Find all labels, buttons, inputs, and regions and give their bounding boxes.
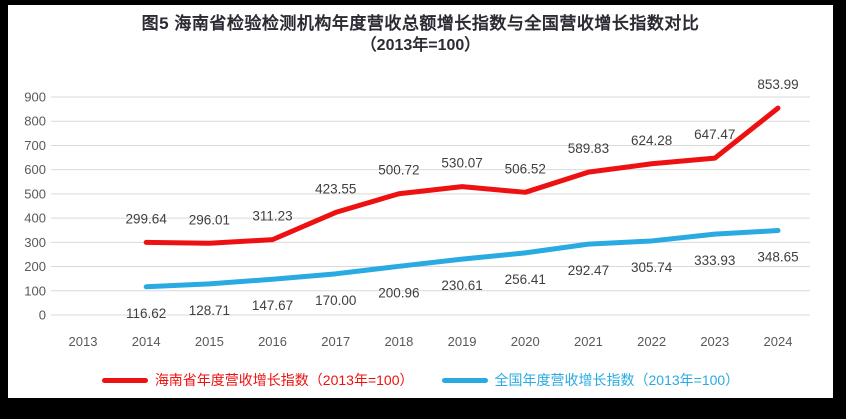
legend-label: 海南省年度营收增长指数（2013年=100） <box>154 372 414 388</box>
hainan-data-label: 530.07 <box>441 156 482 171</box>
hainan-data-label: 299.64 <box>126 211 168 226</box>
national-data-label: 230.61 <box>441 278 482 293</box>
x-tick-label: 2024 <box>764 334 793 349</box>
national-data-label: 348.65 <box>757 250 798 265</box>
chart-title-line1: 图5 海南省检验检测机构年度营收总额增长指数与全国营收增长指数对比 <box>141 14 700 33</box>
national-data-label: 292.47 <box>568 263 609 278</box>
hainan-series-line <box>143 105 781 246</box>
hainan-data-label: 296.01 <box>189 212 230 227</box>
legend-line-swatch <box>101 377 148 383</box>
y-tick-label: 200 <box>24 259 46 274</box>
chart-title: 图5 海南省检验检测机构年度营收总额增长指数与全国营收增长指数对比 （2013年… <box>8 12 833 56</box>
x-tick-label: 2013 <box>69 334 98 349</box>
x-tick-label: 2016 <box>258 334 287 349</box>
legend-item: 海南省年度营收增长指数（2013年=100） <box>101 371 414 389</box>
national-data-label: 128.71 <box>189 303 230 318</box>
x-tick-label: 2015 <box>195 334 224 349</box>
x-tick-label: 2023 <box>700 334 729 349</box>
hainan-data-label: 589.83 <box>568 141 609 156</box>
chart-legend: 海南省年度营收增长指数（2013年=100） 全国年度营收增长指数（2013年=… <box>8 371 833 389</box>
national-data-label: 256.41 <box>505 272 546 287</box>
y-tick-label: 900 <box>24 90 46 105</box>
chart-title-line2: （2013年=100） <box>360 37 481 54</box>
legend-label: 全国年度营收增长指数（2013年=100） <box>494 372 740 388</box>
legend-item: 全国年度营收增长指数（2013年=100） <box>441 371 740 389</box>
y-tick-label: 600 <box>24 162 46 177</box>
x-tick-label: 2017 <box>321 334 350 349</box>
y-tick-label: 400 <box>24 211 46 226</box>
national-data-label: 200.96 <box>378 285 419 300</box>
hainan-data-label: 853.99 <box>757 77 798 92</box>
y-tick-label: 700 <box>24 138 46 153</box>
legend-line-swatch <box>441 377 488 383</box>
y-tick-label: 100 <box>24 283 46 298</box>
x-tick-label: 2014 <box>132 334 161 349</box>
national-data-label: 305.74 <box>631 260 673 275</box>
hainan-data-label: 311.23 <box>252 209 292 224</box>
hainan-data-label: 624.28 <box>631 133 672 148</box>
y-tick-label: 300 <box>24 235 46 250</box>
x-tick-label: 2021 <box>574 334 603 349</box>
hainan-data-label: 506.52 <box>505 161 546 176</box>
hainan-data-label: 423.55 <box>315 181 356 196</box>
national-data-label: 147.67 <box>252 298 293 313</box>
national-series-line <box>143 228 781 290</box>
y-tick-label: 0 <box>39 308 46 323</box>
chart-panel <box>8 5 833 398</box>
y-tick-label: 500 <box>24 186 46 201</box>
national-data-label: 333.93 <box>694 253 735 268</box>
national-data-label: 116.62 <box>126 306 166 321</box>
national-data-label: 170.00 <box>315 293 356 308</box>
x-tick-label: 2022 <box>637 334 666 349</box>
x-tick-label: 2020 <box>511 334 540 349</box>
hainan-data-label: 500.72 <box>378 163 419 178</box>
y-tick-label: 800 <box>24 114 46 129</box>
hainan-data-label: 647.47 <box>694 127 735 142</box>
x-tick-label: 2018 <box>384 334 413 349</box>
x-tick-label: 2019 <box>448 334 477 349</box>
